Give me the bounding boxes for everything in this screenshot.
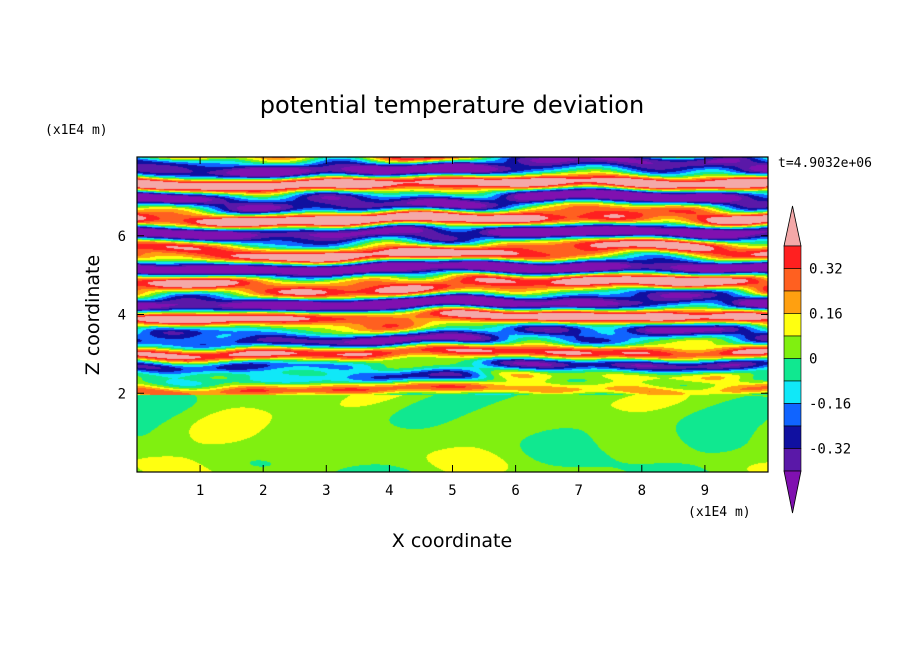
colorbar-bin — [783, 403, 802, 427]
y-tick-label: 2 — [118, 386, 126, 402]
x-tick-label: 9 — [701, 483, 709, 499]
y-tick-label: 6 — [118, 229, 126, 245]
chart-title: potential temperature deviation — [260, 91, 644, 119]
colorbar-tick-label: 0.32 — [809, 262, 843, 278]
x-unit-label: (x1E4 m) — [688, 505, 751, 520]
x-tick-label: 2 — [259, 483, 267, 499]
x-tick-label: 1 — [196, 483, 204, 499]
colorbar-tick-label: -0.32 — [809, 442, 851, 458]
colorbar-tick-label: 0.16 — [809, 307, 843, 323]
x-tick-label: 4 — [385, 483, 393, 499]
x-axis: 1 2 3 4 5 6 7 8 9 — [196, 157, 709, 499]
colorbar-bin — [783, 245, 802, 269]
y-axis: 2 4 6 — [118, 229, 768, 402]
y-unit-label: (x1E4 m) — [45, 123, 108, 138]
colorbar-bin — [783, 358, 802, 382]
colorbar-extend-bottom — [783, 470, 802, 514]
x-tick-label: 8 — [638, 483, 646, 499]
x-tick-label: 7 — [574, 483, 582, 499]
colorbar: 0.32 0.16 0 -0.16 -0.32 — [783, 205, 851, 514]
contour-field — [137, 157, 768, 472]
colorbar-bin — [783, 313, 802, 337]
x-tick-label: 3 — [322, 483, 330, 499]
y-tick-label: 4 — [118, 308, 126, 324]
time-label: t=4.9032e+06 — [778, 156, 872, 171]
colorbar-bin — [783, 448, 802, 472]
colorbar-tick-label: 0 — [809, 352, 817, 368]
colorbar-bin — [783, 290, 802, 314]
colorbar-tick-label: -0.16 — [809, 397, 851, 413]
colorbar-bin — [783, 268, 802, 292]
colorbar-bin — [783, 335, 802, 359]
x-tick-label: 5 — [448, 483, 456, 499]
colorbar-extend-top — [783, 205, 802, 247]
colorbar-bin — [783, 425, 802, 449]
y-axis-label: Z coordinate — [82, 255, 104, 375]
colorbar-bin — [783, 380, 802, 404]
plot-area — [137, 157, 768, 472]
x-tick-label: 6 — [511, 483, 519, 499]
x-axis-label: X coordinate — [392, 530, 512, 552]
